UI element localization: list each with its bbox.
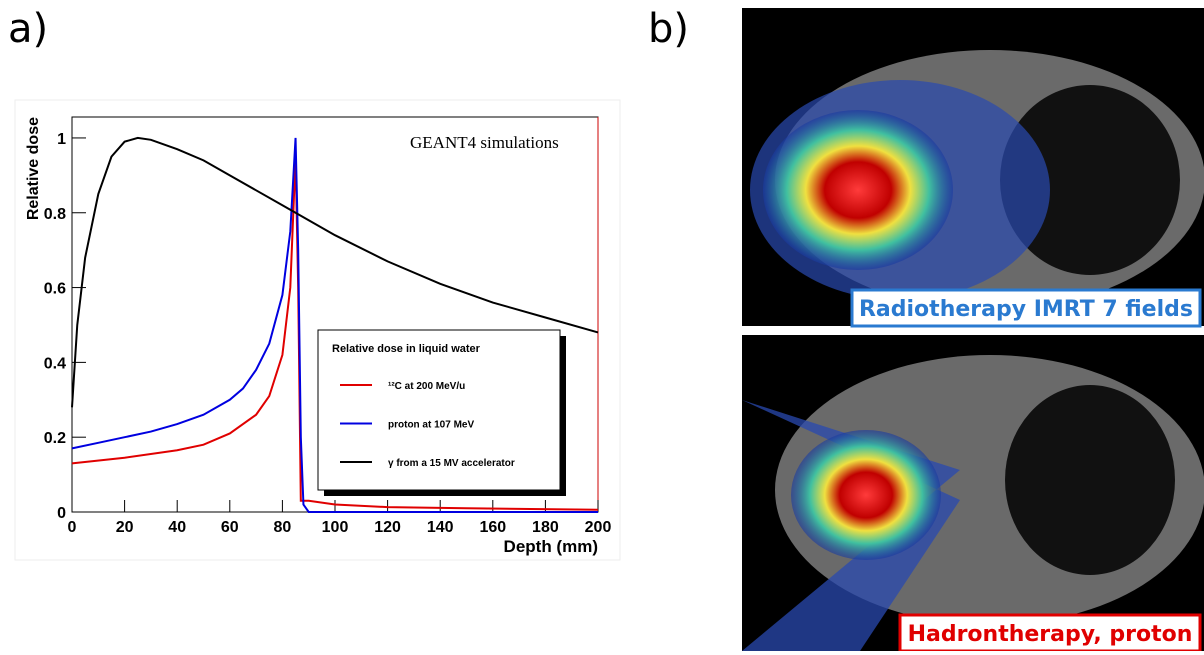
image-caption: Hadrontherapy, proton (908, 622, 1193, 647)
legend (317, 329, 561, 491)
y-tick-label: 1 (57, 131, 66, 148)
annotation: GEANT4 simulations (410, 133, 559, 152)
y-tick-label: 0.2 (44, 430, 66, 447)
image-caption: Radiotherapy IMRT 7 fields (859, 297, 1193, 322)
panel-label: b) (648, 6, 689, 52)
x-tick-label: 140 (427, 519, 454, 536)
series-line (71, 136, 599, 408)
x-tick-label: 0 (68, 519, 77, 536)
y-tick-label: 0.4 (44, 355, 66, 372)
x-tick-label: 180 (532, 519, 559, 536)
legend-label: proton at 107 MeV (388, 420, 474, 431)
ct-lung (1000, 85, 1180, 275)
y-tick-label: 0.8 (44, 206, 66, 223)
x-tick-label: 40 (168, 519, 186, 536)
x-tick-label: 100 (322, 519, 349, 536)
series-line (71, 156, 599, 511)
dose-region (763, 110, 953, 270)
x-axis-label: Depth (mm) (504, 537, 598, 556)
legend-label: γ from a 15 MV accelerator (388, 458, 515, 469)
legend-title: Relative dose in liquid water (332, 343, 481, 355)
legend-label: ¹²C at 200 MeV/u (388, 381, 465, 392)
dose-region (791, 430, 941, 560)
x-tick-label: 120 (374, 519, 401, 536)
x-tick-label: 80 (274, 519, 292, 536)
ct-lung (1005, 385, 1175, 575)
x-tick-label: 20 (116, 519, 134, 536)
y-axis-label: Relative dose (25, 117, 42, 220)
x-tick-label: 160 (479, 519, 506, 536)
y-tick-label: 0 (57, 505, 66, 522)
panel-label: a) (8, 6, 48, 52)
x-tick-label: 60 (221, 519, 239, 536)
caption-box (850, 288, 1202, 328)
y-tick-label: 0.6 (44, 281, 66, 298)
series-line (71, 137, 598, 513)
x-tick-label: 200 (585, 519, 612, 536)
caption-box (898, 613, 1202, 653)
